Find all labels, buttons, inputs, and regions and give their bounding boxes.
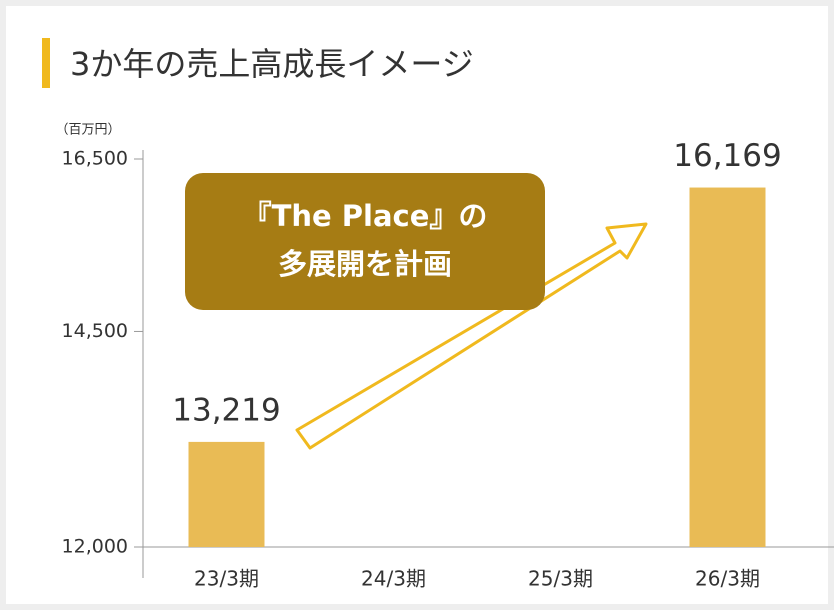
x-tick-label: 24/3期: [361, 567, 426, 591]
chart-title: 3か年の売上高成長イメージ: [70, 45, 474, 83]
y-axis-label: （百万円）: [55, 123, 120, 138]
bar: [188, 441, 265, 547]
x-tick-label: 23/3期: [194, 567, 259, 591]
y-tick-label: 16,500: [62, 148, 128, 170]
callout-text: 多展開を計画: [278, 247, 452, 281]
callout-text: 『The Place』の: [243, 199, 488, 233]
value-label: 13,219: [172, 392, 280, 428]
bar: [689, 187, 766, 547]
y-tick-label: 12,000: [62, 536, 128, 558]
callout-box: [185, 173, 545, 310]
x-tick-label: 26/3期: [695, 567, 760, 591]
value-label: 16,169: [673, 138, 781, 174]
y-tick-label: 14,500: [62, 320, 128, 342]
x-tick-label: 25/3期: [528, 567, 593, 591]
title-accent: [42, 38, 50, 88]
growth-arrow: [295, 222, 648, 450]
